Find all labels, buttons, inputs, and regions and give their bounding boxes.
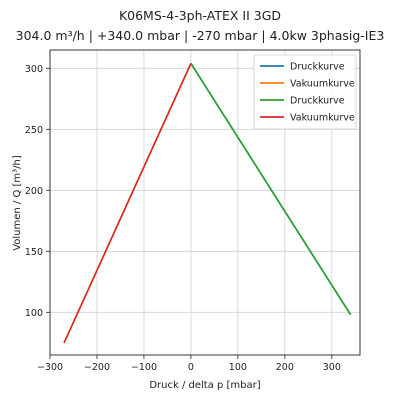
legend-label: Vakuumkurve [290,113,355,124]
chart-title: K06MS-4-3ph-ATEX II 3GD [119,8,281,23]
legend-box [253,54,357,130]
legend: Druckkurve Vakuumkurve Druckkurve Vakuumkur… [253,54,357,130]
y-tick-label: 300 [25,64,43,75]
x-tick-label: −200 [84,362,110,373]
y-tick-label: 200 [25,186,43,197]
x-axis-label: Druck / delta p [mbar] [149,380,260,391]
legend-label: Druckkurve [290,96,345,107]
x-tick-label: 200 [276,362,294,373]
legend-label: Vakuumkurve [290,79,355,90]
tick-layer: −300 −200 −100 0 100 200 300 100 150 200 250 300 [25,64,341,373]
x-tick-label: 100 [229,362,247,373]
chart-subtitle: 304.0 m³/h | +340.0 mbar | -270 mbar | 4… [16,28,385,43]
series-line [63,63,192,344]
y-tick-label: 100 [25,308,43,319]
series-line [190,62,352,316]
x-tick-label: −300 [37,362,63,373]
x-tick-label: 300 [323,362,341,373]
series-layer [63,62,352,344]
y-tick-label: 250 [25,125,43,136]
plot-frame [49,49,361,356]
x-tick-label: 0 [188,362,194,373]
x-tick-label: −100 [131,362,157,373]
y-tick-label: 150 [25,247,43,258]
legend-label: Druckkurve [290,62,345,73]
y-axis-label: Volumen / Q [m³/h] [12,155,23,251]
